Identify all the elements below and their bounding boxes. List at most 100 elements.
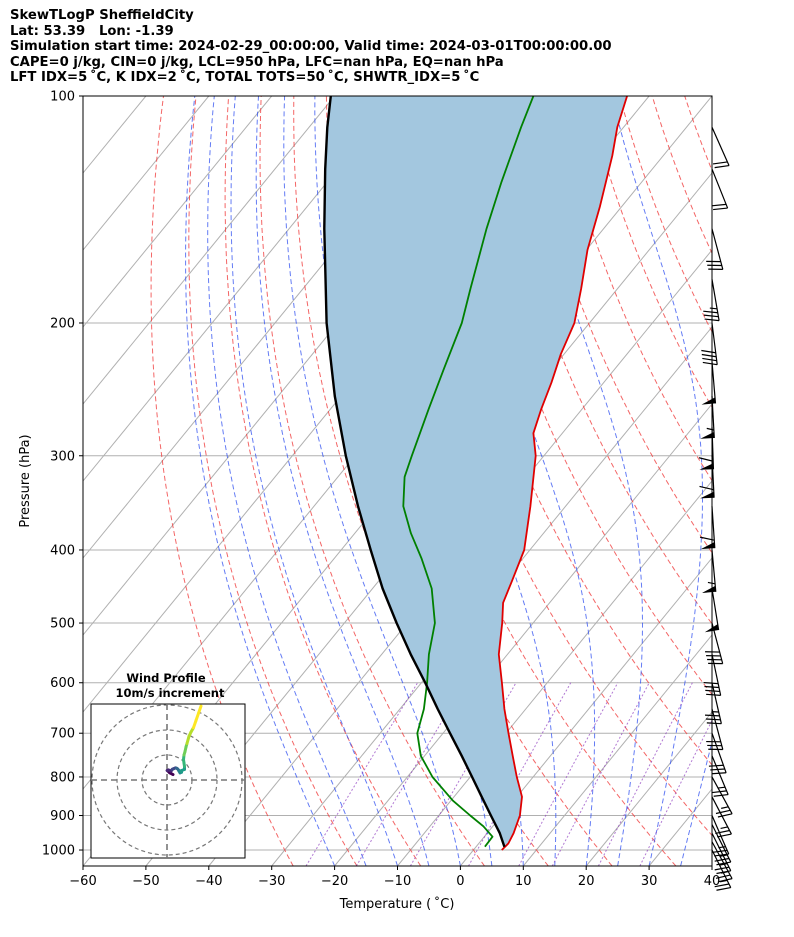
indices-line-1: CAPE=0 j/kg, CIN=0 j/kg, LCL=950 hPa, LF…: [10, 54, 504, 70]
dry-adiabat: [259, 96, 485, 866]
dry-adiabat: [750, 96, 794, 866]
moist-adiabat: [611, 96, 703, 866]
wind-barb: [703, 279, 720, 322]
y-tick-label: 400: [50, 543, 75, 558]
x-axis-label: Temperature ( ˚C): [339, 896, 455, 912]
mixing-ratio-line: [518, 682, 619, 866]
moist-adiabat: [230, 96, 398, 866]
moist-adiabat: [283, 96, 461, 866]
dry-adiabat: [150, 96, 294, 866]
y-tick-label: 300: [50, 449, 75, 464]
shaded-region: [324, 96, 628, 850]
isotherm-line: [711, 865, 712, 866]
isotherm-line: [334, 403, 712, 866]
x-tick-label: 10: [515, 874, 532, 889]
mixing-ratio-line: [639, 719, 712, 866]
isotherm-line: [83, 96, 335, 405]
x-tick-label: −30: [258, 874, 285, 889]
y-tick-label: 200: [50, 316, 75, 331]
x-tick-label: −10: [384, 874, 411, 889]
wind-barb: [699, 455, 715, 499]
location-line: Lat: 53.39 Lon: -1.39: [10, 23, 174, 39]
inset-content: [91, 704, 245, 858]
dry-adiabat: [684, 96, 712, 172]
wind-barb: [711, 815, 730, 857]
y-tick-label: 1000: [42, 844, 75, 859]
mixing-ratio-line: [468, 682, 572, 866]
series-layer: [323, 96, 628, 851]
isotherm-line: [83, 96, 398, 482]
wind-barb: [711, 796, 732, 838]
x-tick-label: −50: [132, 874, 159, 889]
y-tick-label: 600: [50, 676, 75, 691]
y-tick-label: 500: [50, 617, 75, 632]
dry-adiabat: [783, 96, 794, 866]
x-tick-label: 30: [641, 874, 658, 889]
wind-barb: [699, 506, 716, 550]
y-axis-label: Pressure (hPa): [18, 434, 33, 527]
wind-barb: [703, 654, 722, 696]
moist-adiabat: [711, 864, 712, 866]
dry-adiabat: [224, 96, 422, 866]
dry-adiabat: [188, 96, 358, 866]
wind-barb: [705, 682, 722, 725]
wind-barb: [711, 168, 729, 211]
time-line: Simulation start time: 2024-02-29_00:00:…: [10, 39, 612, 54]
wind-barb: [701, 549, 717, 594]
inset-title: Wind Profile: [126, 671, 206, 685]
inset-subtitle: 10m/s increment: [116, 686, 225, 700]
wind-barb: [711, 776, 733, 818]
y-tick-label: 100: [50, 90, 75, 105]
isotherm-line: [460, 557, 712, 866]
chart-header: SkewTLogP SheffieldCity Lat: 53.39 Lon: …: [10, 8, 612, 86]
wind-barb: [701, 361, 717, 405]
title-line: SkewTLogP SheffieldCity: [10, 8, 194, 23]
wind-barb: [708, 733, 727, 775]
moist-adiabat: [680, 739, 712, 866]
mixing-ratio-line: [355, 682, 466, 866]
axes: −60 −50 −40 −30 −20 −10 0 10 20 30 40 100 200 300 400 5…: [42, 90, 720, 890]
x-tick-label: 20: [578, 874, 595, 889]
wind-barb: [711, 126, 730, 169]
y-tick-label: 900: [50, 809, 75, 824]
wind-barb: [711, 755, 729, 797]
x-tick-label: −40: [195, 874, 222, 889]
x-tick-label: −20: [321, 874, 348, 889]
indices-line-2: LFT IDX=5 ˚C, K IDX=2 ˚C, TOTAL TOTS=50 …: [10, 70, 480, 85]
dry-adiabat: [521, 96, 712, 554]
moist-adiabat: [185, 96, 336, 866]
x-tick-label: −60: [69, 874, 96, 889]
wind-barb: [711, 824, 732, 866]
moist-adiabat: [519, 96, 643, 866]
dry-adiabat: [717, 96, 794, 866]
x-tick-label: 0: [456, 874, 464, 889]
mixing-ratio-line: [597, 682, 693, 866]
isotherm-line: [522, 634, 712, 866]
y-tick-label: 800: [50, 770, 75, 785]
isotherm-line: [271, 326, 712, 866]
isotherm-line: [648, 788, 712, 866]
dry-adiabat: [488, 96, 712, 625]
temperature-line: [497, 96, 628, 851]
wind-barbs: [698, 126, 733, 891]
dewpoint-line: [402, 96, 535, 848]
dry-adiabat: [358, 96, 677, 866]
wind-barb: [711, 832, 732, 875]
y-tick-label: 700: [50, 727, 75, 742]
isotherm-line: [83, 96, 84, 97]
parcel-profile-line: [323, 96, 506, 848]
dry-adiabat: [651, 96, 712, 255]
moist-adiabat: [207, 96, 367, 866]
x-tick-label: 40: [704, 874, 721, 889]
dry-adiabat: [391, 96, 712, 837]
isotherm-line: [83, 96, 210, 251]
inset-trace-segment: [197, 704, 203, 715]
wind-barb: [706, 228, 724, 270]
wind-barb: [701, 322, 718, 366]
mixing-ratio-line: [551, 682, 650, 866]
mixing-ratio-line: [305, 682, 419, 866]
isotherm-line: [83, 96, 273, 328]
isotherm-line: [585, 711, 712, 866]
